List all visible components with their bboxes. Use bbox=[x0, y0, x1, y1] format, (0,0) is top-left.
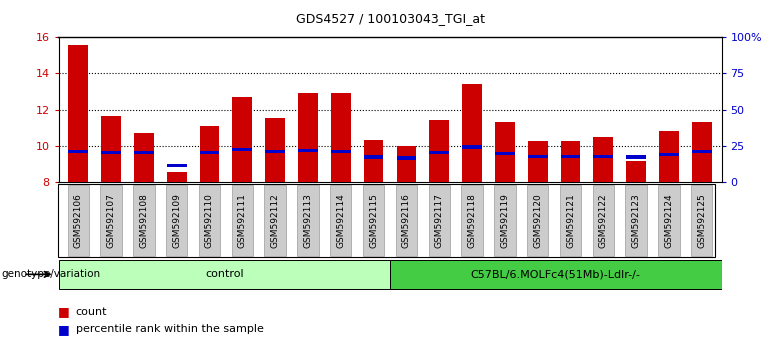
Bar bbox=[101, 185, 122, 256]
Bar bbox=[659, 131, 679, 182]
Bar bbox=[200, 151, 219, 154]
Text: C57BL/6.MOLFc4(51Mb)-Ldlr-/-: C57BL/6.MOLFc4(51Mb)-Ldlr-/- bbox=[471, 269, 640, 279]
Text: GSM592125: GSM592125 bbox=[697, 193, 707, 248]
Bar bbox=[265, 150, 285, 153]
Bar bbox=[298, 149, 317, 152]
Text: GSM592108: GSM592108 bbox=[140, 193, 148, 248]
Text: GSM592119: GSM592119 bbox=[501, 193, 509, 248]
Bar bbox=[594, 137, 613, 182]
Text: percentile rank within the sample: percentile rank within the sample bbox=[76, 324, 264, 334]
Bar bbox=[593, 185, 614, 256]
Text: GSM592117: GSM592117 bbox=[434, 193, 444, 248]
Text: GSM592114: GSM592114 bbox=[336, 193, 346, 248]
Bar bbox=[68, 185, 89, 256]
Text: genotype/variation: genotype/variation bbox=[2, 269, 101, 279]
Bar bbox=[626, 155, 646, 159]
Bar bbox=[395, 185, 417, 256]
Bar bbox=[298, 92, 317, 182]
Text: GSM592110: GSM592110 bbox=[205, 193, 214, 248]
Bar bbox=[495, 185, 516, 256]
Text: GSM592109: GSM592109 bbox=[172, 193, 181, 248]
Bar bbox=[429, 120, 449, 182]
Bar bbox=[69, 150, 88, 153]
Bar bbox=[692, 121, 711, 182]
Bar bbox=[528, 141, 548, 182]
Bar bbox=[396, 156, 417, 160]
Bar bbox=[363, 140, 384, 182]
Bar bbox=[428, 185, 450, 256]
Text: GSM592123: GSM592123 bbox=[632, 193, 640, 248]
Bar bbox=[200, 126, 219, 182]
Text: GSM592107: GSM592107 bbox=[107, 193, 115, 248]
Bar bbox=[495, 152, 515, 155]
Bar bbox=[396, 146, 417, 182]
Bar bbox=[167, 172, 186, 182]
Text: GSM592122: GSM592122 bbox=[599, 193, 608, 248]
Bar bbox=[626, 161, 646, 182]
Text: GSM592113: GSM592113 bbox=[303, 193, 313, 248]
Bar bbox=[232, 97, 252, 182]
Bar bbox=[101, 116, 121, 182]
Text: control: control bbox=[205, 269, 243, 279]
Text: GSM592124: GSM592124 bbox=[665, 193, 673, 248]
Bar bbox=[232, 148, 252, 152]
Text: GSM592121: GSM592121 bbox=[566, 193, 575, 248]
Bar bbox=[134, 151, 154, 154]
Bar bbox=[561, 155, 580, 158]
Bar bbox=[69, 45, 88, 182]
Text: ■: ■ bbox=[58, 323, 74, 336]
Bar bbox=[166, 185, 187, 256]
Text: GSM592106: GSM592106 bbox=[73, 193, 83, 248]
Bar bbox=[330, 185, 352, 256]
Text: GSM592112: GSM592112 bbox=[271, 193, 279, 248]
Bar bbox=[658, 185, 679, 256]
Bar bbox=[133, 185, 154, 256]
Bar bbox=[58, 260, 390, 289]
Text: GSM592120: GSM592120 bbox=[534, 193, 542, 248]
Bar bbox=[528, 155, 548, 158]
Text: GSM592115: GSM592115 bbox=[369, 193, 378, 248]
Bar bbox=[101, 151, 121, 154]
Bar bbox=[462, 185, 483, 256]
Bar bbox=[692, 150, 711, 153]
Text: GSM592111: GSM592111 bbox=[238, 193, 246, 248]
Text: GSM592116: GSM592116 bbox=[402, 193, 411, 248]
Bar bbox=[363, 155, 384, 159]
Bar bbox=[390, 260, 722, 289]
Bar bbox=[232, 185, 253, 256]
Bar bbox=[561, 141, 580, 182]
Bar bbox=[331, 92, 351, 182]
Bar bbox=[691, 185, 712, 256]
Text: count: count bbox=[76, 307, 107, 316]
Text: GDS4527 / 100103043_TGI_at: GDS4527 / 100103043_TGI_at bbox=[296, 12, 484, 25]
Text: ■: ■ bbox=[58, 305, 74, 318]
Bar bbox=[429, 151, 449, 154]
Bar bbox=[297, 185, 318, 256]
Bar bbox=[463, 145, 482, 149]
Bar bbox=[265, 118, 285, 182]
Bar bbox=[363, 185, 385, 256]
Text: GSM592118: GSM592118 bbox=[467, 193, 477, 248]
Bar bbox=[167, 164, 186, 167]
Bar bbox=[560, 185, 581, 256]
Bar bbox=[659, 153, 679, 156]
Bar bbox=[199, 185, 220, 256]
Bar bbox=[264, 185, 285, 256]
Bar bbox=[594, 155, 613, 158]
Bar bbox=[331, 150, 351, 153]
Bar bbox=[626, 185, 647, 256]
Bar bbox=[134, 133, 154, 182]
Bar bbox=[463, 84, 482, 182]
Bar bbox=[527, 185, 548, 256]
Bar bbox=[495, 121, 515, 182]
